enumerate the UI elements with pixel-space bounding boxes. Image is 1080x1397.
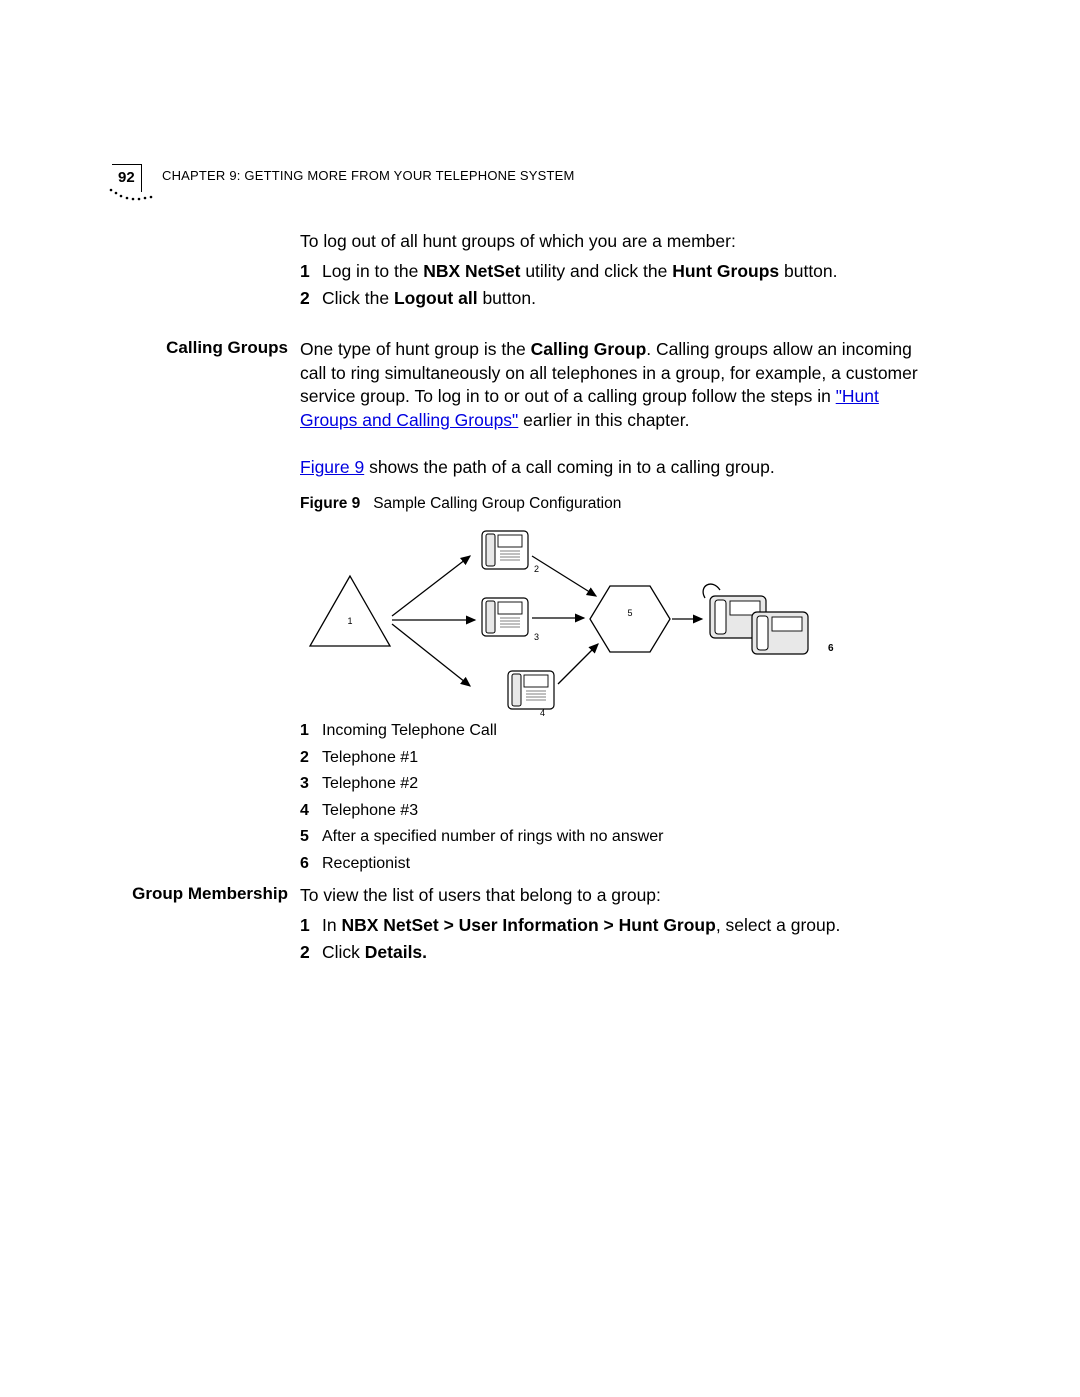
step-number: 1: [300, 260, 322, 284]
step-number: 1: [300, 914, 322, 938]
diagram-label-2: 2: [534, 564, 539, 574]
legend-item: 6Receptionist: [300, 853, 940, 875]
step-text: Click Details.: [322, 941, 427, 965]
figure-caption-text: Sample Calling Group Configuration: [373, 495, 621, 512]
intro-block: To log out of all hunt groups of which y…: [300, 230, 940, 315]
sidebar-group-membership: Group Membership: [113, 884, 288, 904]
intro-step-2: 2 Click the Logout all button.: [300, 287, 940, 311]
figure-caption-label: Figure 9: [300, 495, 360, 512]
dotted-arc-icon: [108, 188, 158, 208]
receptionist-phones-icon: [703, 584, 808, 654]
page: 92 CHAPTER 9: GETTING MORE FROM YOUR TEL…: [0, 0, 1080, 1397]
step-number: 2: [300, 941, 322, 965]
figure-diagram: 1 2: [300, 516, 940, 721]
diagram-label-1: 1: [347, 616, 352, 626]
membership-step-1: 1 In NBX NetSet > User Information > Hun…: [300, 914, 940, 938]
figure-legend: 1Incoming Telephone Call 2Telephone #1 3…: [300, 720, 940, 880]
intro-step-1: 1 Log in to the NBX NetSet utility and c…: [300, 260, 940, 284]
membership-step-2: 2 Click Details.: [300, 941, 940, 965]
step-text: In NBX NetSet > User Information > Hunt …: [322, 914, 840, 938]
legend-item: 1Incoming Telephone Call: [300, 720, 940, 742]
intro-lead: To log out of all hunt groups of which y…: [300, 230, 940, 254]
diagram-label-3: 3: [534, 632, 539, 642]
calling-groups-para: One type of hunt group is the Calling Gr…: [300, 338, 940, 433]
legend-item: 3Telephone #2: [300, 773, 940, 795]
membership-lead: To view the list of users that belong to…: [300, 884, 940, 908]
step-text: Click the Logout all button.: [322, 287, 536, 311]
step-number: 2: [300, 287, 322, 311]
group-membership-body: To view the list of users that belong to…: [300, 884, 940, 969]
phone-icon: [482, 531, 528, 569]
running-header: CHAPTER 9: GETTING MORE FROM YOUR TELEPH…: [162, 168, 575, 183]
figure-ref-sentence: Figure 9 shows the path of a call coming…: [300, 456, 940, 480]
diagram-label-6: 6: [828, 643, 834, 654]
legend-item: 5After a specified number of rings with …: [300, 826, 940, 848]
calling-groups-body: One type of hunt group is the Calling Gr…: [300, 338, 940, 433]
calling-group-diagram: 1 2: [300, 516, 860, 721]
phone-icon: [482, 598, 528, 636]
legend-item: 4Telephone #3: [300, 800, 940, 822]
figure-caption: Figure 9 Sample Calling Group Configurat…: [300, 494, 940, 515]
chapter-label: CHAPTER 9: GETTING MORE FROM YOUR TELEPH…: [162, 168, 575, 183]
phone-icon: [508, 671, 554, 709]
diagram-label-4: 4: [540, 708, 545, 718]
legend-item: 2Telephone #1: [300, 747, 940, 769]
figure-9-link[interactable]: Figure 9: [300, 457, 364, 477]
diagram-label-5: 5: [627, 608, 632, 618]
step-text: Log in to the NBX NetSet utility and cli…: [322, 260, 838, 284]
sidebar-calling-groups: Calling Groups: [113, 338, 288, 358]
